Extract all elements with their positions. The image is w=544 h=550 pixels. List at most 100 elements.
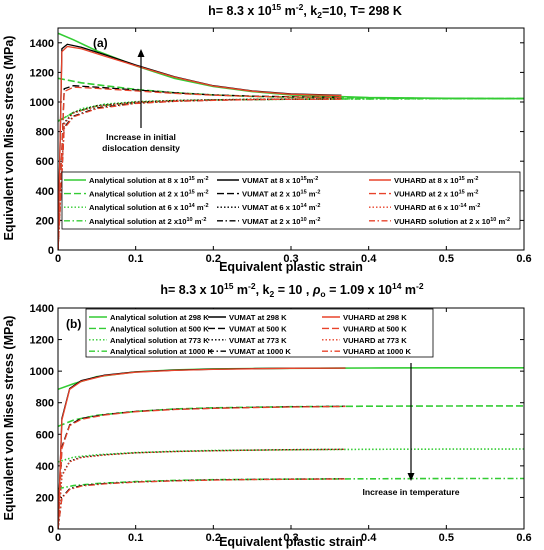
legend-entry: VUMAT at 1000 K [229,347,291,356]
y-tick-label: 1000 [30,366,54,378]
series-line [58,405,346,529]
legend-entry: Analytical solution at 1000 K [110,347,213,356]
chart-a-x-label: Equivalent plastic strain [219,260,363,274]
x-tick-label: 0.3 [283,532,298,544]
chart-a-y-ticks: 0 200 400 600 800 1000 1200 1400 [30,38,524,257]
y-tick-label: 600 [36,429,54,441]
legend-entry: VUHARD at 6 x 10-14 m-2 [394,203,480,212]
y-tick-label: 200 [36,215,54,227]
chart-b-panel-label: (b) [66,317,81,331]
chart-b-frame [57,307,525,530]
legend-entry: VUMAT at 500 K [229,324,287,333]
x-tick-label: 0 [55,532,61,544]
chart-a-legend: Analytical solution at 8 x 1015 m-2 VUMAT… [61,171,521,230]
legend-box [85,308,434,358]
chart-a-x-ticks: 0 0.1 0.2 0.3 0.4 0.5 0.6 [55,28,532,265]
series-line [58,477,524,490]
series-line [58,405,346,529]
x-tick-label: 0.4 [361,253,377,265]
chart-b-title: h= 8.3 x 1015 m-2, k2 = 10 , ρo = 1.09 x… [160,281,424,299]
y-tick-label: 1400 [30,303,54,315]
x-tick-label: 0.1 [128,253,143,265]
x-tick-label: 0.5 [439,253,454,265]
x-tick-label: 0.2 [206,532,221,544]
y-tick-label: 1200 [30,67,54,79]
chart-a-series [58,32,524,250]
legend-entry: Analytical solution at 2 x1010 m-2 [89,217,206,226]
series-line [58,85,342,250]
annotation-line-2: dislocation density [102,143,180,153]
x-tick-label: 0.3 [283,253,298,265]
chart-panel-a: h= 8.3 x 1015 m-2, k2=10, T= 298 K Equiv… [2,2,532,274]
series-line [58,97,524,122]
y-tick-label: 0 [48,245,54,257]
legend-entry: Analytical solution at 500 K [110,324,209,333]
annotation-line-1: Increase in initial [106,132,176,142]
chart-a-annotation: Increase in initial dislocation density [102,49,180,153]
chart-b-legend: Analytical solution at 298 K VUMAT at 298… [85,308,434,358]
chart-b-y-ticks: 0 200 400 600 800 1000 1200 1400 [30,303,524,536]
series-line [58,478,346,529]
x-tick-label: 0.1 [128,532,143,544]
series-line [58,448,524,463]
chart-b-x-label: Equivalent plastic strain [219,535,363,549]
x-tick-label: 0.2 [206,253,221,265]
legend-entry: VUMAT at 298 K [229,313,287,322]
chart-b-series [58,366,524,529]
series-line [58,448,346,529]
y-tick-label: 800 [36,398,54,410]
x-tick-label: 0.6 [516,532,531,544]
y-tick-label: 800 [36,127,54,139]
x-tick-label: 0 [55,253,61,265]
series-line [58,478,346,529]
series-line [58,448,346,529]
x-tick-label: 0.5 [439,532,454,544]
chart-b-y-label: Equivalent von Mises stress (MPa) [2,316,16,521]
series-line [58,98,342,250]
legend-entry: VUHARD solution at 2 x 1010 m-2 [394,217,510,226]
legend-entry: Analytical solution at 2 x 1015 m-2 [89,190,209,199]
series-line [58,367,346,529]
y-tick-label: 1400 [30,38,54,50]
chart-a-title: h= 8.3 x 1015 m-2, k2=10, T= 298 K [208,2,402,20]
x-tick-label: 0.4 [361,532,377,544]
legend-entry: Analytical solution at 6 x 1014 m-2 [89,203,209,212]
legend-entry: VUHARD at 298 K [343,313,407,322]
chart-b-annotation: Increase in temperature [363,363,460,497]
legend-entry: VUHARD at 773 K [343,336,407,345]
legend-entry: VUMAT at 773 K [229,336,287,345]
legend-entry: VUHARD at 500 K [343,324,407,333]
annotation-arrowhead [137,49,145,57]
legend-entry: Analytical solution at 773 K [110,336,209,345]
series-line [58,45,342,250]
legend-entry: VUMAT at 8 x 1015m-2 [242,176,318,185]
series-line [58,366,524,391]
series-line [58,98,342,250]
y-tick-label: 400 [36,186,54,198]
legend-entry: VUHARD at 8 x 1015 m-2 [394,176,478,185]
y-tick-label: 1000 [30,97,54,109]
y-tick-label: 600 [36,156,54,168]
x-tick-label: 0.6 [516,253,531,265]
series-line [58,86,342,250]
annotation-arrowhead [407,473,415,481]
y-tick-label: 1200 [30,335,54,347]
series-line [58,367,346,529]
legend-entry: VUHARD at 2 x 1015 m-2 [394,190,478,199]
annotation-text: Increase in temperature [363,487,460,497]
legend-entry: Analytical solution at 298 K [110,313,209,322]
chart-a-y-label: Equivalent von Mises stress (MPa) [2,36,16,241]
legend-box [61,171,521,230]
legend-entry: Analytical solution at 8 x 1015 m-2 [89,176,209,185]
legend-entry: VUHARD at 1000 K [343,347,411,356]
legend-entry: VUMAT at 2 x 1015 m-2 [242,190,320,199]
series-line [58,405,524,428]
legend-entry: VUMAT at 2 x 1010 m-2 [242,217,320,226]
y-tick-label: 400 [36,461,54,473]
legend-entry: VUMAT at 6 x 1014 m-2 [242,203,320,212]
y-tick-label: 0 [48,524,54,536]
chart-a-frame [57,27,525,251]
chart-a-panel-label: (a) [93,36,108,50]
y-tick-label: 200 [36,492,54,504]
